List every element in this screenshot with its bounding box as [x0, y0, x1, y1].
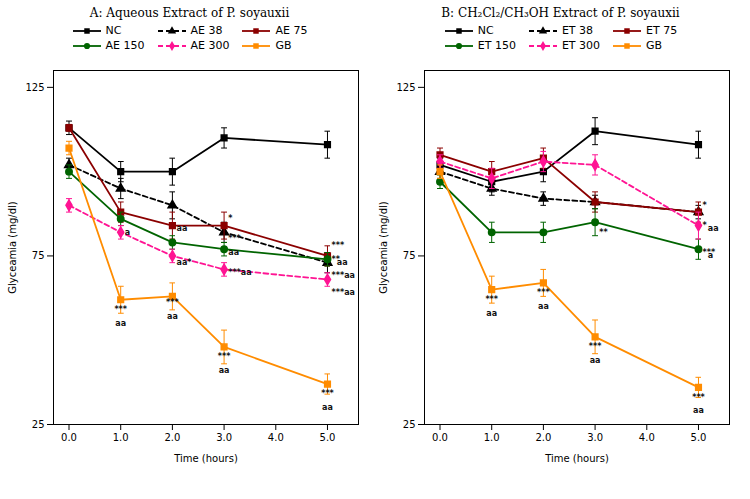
svg-text:Time (hours): Time (hours) — [544, 453, 609, 464]
svg-text:***aa: ***aa — [228, 268, 251, 277]
html-text:AE 300: AE 300 — [190, 39, 230, 52]
svg-text:***: *** — [218, 352, 231, 361]
svg-text:75: 75 — [32, 250, 45, 261]
html-text:GB: GB — [646, 39, 663, 52]
svg-text:***: *** — [321, 389, 334, 398]
svg-text:aa: aa — [177, 224, 188, 233]
svg-text:aa: aa — [708, 224, 719, 233]
svg-text:***: *** — [114, 305, 127, 314]
svg-text:***: *** — [485, 295, 498, 304]
svg-text:***: *** — [166, 298, 179, 307]
html-text:GB: GB — [275, 39, 292, 52]
svg-text:25: 25 — [403, 419, 416, 430]
svg-text:2.0: 2.0 — [535, 432, 551, 443]
svg-text:Time (hours): Time (hours) — [173, 453, 238, 464]
html-text:ET 300: ET 300 — [561, 39, 601, 52]
svg-text:a: a — [125, 228, 130, 237]
html-text:NC: NC — [105, 24, 122, 37]
svg-text:3.0: 3.0 — [587, 432, 603, 443]
html-text:ET 75: ET 75 — [646, 24, 678, 37]
svg-text:aa: aa — [538, 302, 549, 311]
svg-text:***: *** — [228, 234, 241, 243]
svg-text:4.0: 4.0 — [268, 432, 284, 443]
html-text:AE 150: AE 150 — [105, 39, 145, 52]
svg-text:***aa: ***aa — [332, 271, 355, 280]
html-text:B: CH₂Cl₂/CH₃OH Extract of P.: B: CH₂Cl₂/CH₃OH Extract of P. soyauxii — [441, 6, 680, 20]
svg-text:5.0: 5.0 — [691, 432, 707, 443]
html-text:AE 75: AE 75 — [275, 24, 308, 37]
svg-text:**: ** — [599, 228, 608, 237]
svg-text:0.0: 0.0 — [432, 432, 448, 443]
svg-text:0.0: 0.0 — [61, 432, 77, 443]
svg-text:***: *** — [589, 342, 602, 351]
svg-text:25: 25 — [32, 419, 45, 430]
svg-text:aa: aa — [228, 248, 239, 257]
svg-text:a: a — [708, 251, 713, 260]
svg-text:5.0: 5.0 — [320, 432, 336, 443]
html-text:ET 38: ET 38 — [561, 24, 594, 37]
svg-text:1.0: 1.0 — [113, 432, 129, 443]
svg-text:aa: aa — [115, 319, 126, 328]
svg-text:1.0: 1.0 — [484, 432, 500, 443]
svg-text:75: 75 — [403, 250, 416, 261]
svg-text:aa: aa — [590, 356, 601, 365]
svg-text:125: 125 — [25, 82, 44, 93]
svg-text:2.0: 2.0 — [164, 432, 180, 443]
svg-text:3.0: 3.0 — [216, 432, 232, 443]
svg-text:aa: aa — [167, 312, 178, 321]
svg-text:aa: aa — [486, 309, 497, 318]
svg-text:aa*: aa* — [177, 258, 193, 267]
svg-text:aa: aa — [693, 406, 704, 415]
html-text:AE 38: AE 38 — [190, 24, 223, 37]
svg-text:*: * — [703, 201, 708, 210]
svg-text:***aa: ***aa — [332, 288, 355, 297]
svg-text:***: *** — [692, 393, 705, 402]
svg-text:aa: aa — [337, 258, 348, 267]
svg-text:125: 125 — [396, 82, 415, 93]
svg-text:*: * — [228, 214, 233, 223]
svg-text:***: *** — [537, 288, 550, 297]
html-text:A: Aqueous Extract of P. soyau: A: Aqueous Extract of P. soyauxii — [89, 6, 290, 20]
svg-text:Glyceamia (mg/dl): Glyceamia (mg/dl) — [7, 201, 18, 294]
html-text:ET 150: ET 150 — [477, 39, 516, 52]
html-text:NC: NC — [477, 24, 494, 37]
svg-text:aa: aa — [322, 403, 333, 412]
svg-text:Glyceamia (mg/dl): Glyceamia (mg/dl) — [378, 201, 389, 294]
svg-text:***: *** — [332, 241, 345, 250]
svg-text:4.0: 4.0 — [639, 432, 655, 443]
svg-text:aa: aa — [219, 366, 230, 375]
